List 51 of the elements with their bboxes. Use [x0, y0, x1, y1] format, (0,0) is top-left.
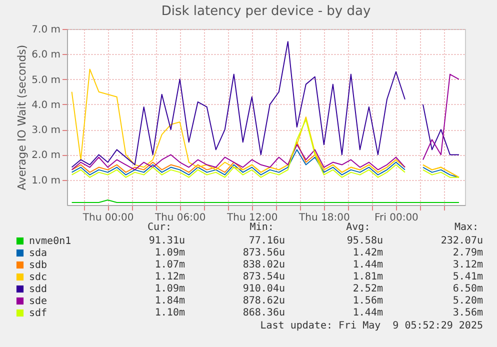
y-tick-label: 6.0 m [32, 50, 60, 61]
y-tick-label: 7.0 m [32, 24, 60, 36]
legend-label: sdb [29, 260, 48, 271]
text: 5.20m [452, 295, 483, 306]
x-tick-label: Thu 00:00 [82, 212, 134, 224]
text: 873.56u [242, 247, 285, 258]
text: 2.79m [452, 247, 483, 258]
text: 868.36u [242, 307, 285, 318]
text: 1.81m [352, 271, 383, 282]
text: 1.56m [352, 295, 383, 306]
text: 838.02u [242, 259, 285, 270]
legend-label: sdc [29, 272, 48, 283]
legend-title: Cur: Min: Avg: Max: [15, 222, 479, 233]
text: 1.44m [352, 307, 383, 318]
y-tick-label: 1.0 m [32, 175, 60, 186]
y-tick-label: 2.0 m [32, 150, 60, 162]
legend-label: sda [29, 248, 48, 259]
text: 1.07m [154, 259, 185, 270]
text: 91.31u [148, 235, 185, 246]
x-tick-label: Thu 06:00 [154, 212, 206, 224]
text: 1.09m [154, 247, 185, 258]
text: 5.41m [452, 271, 483, 282]
x-tick-label: Thu 12:00 [226, 212, 278, 224]
text: 6.50m [452, 283, 483, 294]
text: 2.52m [352, 283, 383, 294]
legend-label: sdf [29, 308, 48, 319]
legend-label: sdd [29, 284, 48, 295]
text: 3.56m [452, 307, 483, 318]
text: 1.44m [352, 259, 383, 270]
text: Last update: Fri May 9 05:52:29 2025 [260, 320, 483, 332]
y-axis-title: Average IO Wait (seconds) [16, 44, 29, 190]
chart-title: Disk latency per device - by day [161, 4, 371, 19]
text: 77.16u [248, 235, 285, 246]
x-tick-label: Thu 18:00 [298, 212, 350, 224]
text: 95.58u [346, 235, 383, 246]
y-tick-label: 5.0 m [32, 74, 60, 86]
y-tick-label: 3.0 m [32, 125, 60, 136]
text: 1.84m [154, 295, 185, 306]
text: 1.10m [154, 307, 185, 318]
legend-label: nvme0n1 [29, 236, 72, 247]
text: 1.42m [352, 247, 383, 258]
text: 873.54u [242, 271, 285, 282]
text: 910.04u [242, 283, 285, 294]
y-tick-label: 4.0 m [32, 100, 60, 111]
legend-label: sde [29, 296, 48, 307]
text: 3.12m [452, 259, 483, 270]
text: 1.09m [154, 283, 185, 294]
x-tick-label: Fri 00:00 [374, 212, 418, 224]
text: 1.12m [154, 271, 185, 282]
text: 878.62u [242, 295, 285, 306]
text: 232.07u [440, 235, 483, 246]
